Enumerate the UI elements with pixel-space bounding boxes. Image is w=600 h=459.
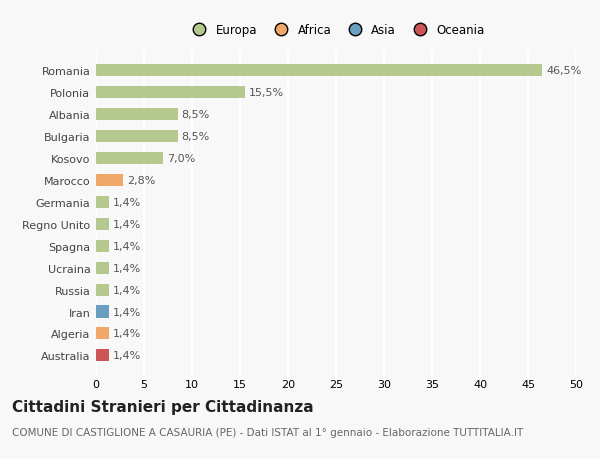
Text: 1,4%: 1,4% xyxy=(113,263,142,273)
Text: 15,5%: 15,5% xyxy=(248,88,284,98)
Bar xyxy=(96,306,109,318)
Bar xyxy=(96,240,109,252)
Bar xyxy=(96,328,109,340)
Text: 8,5%: 8,5% xyxy=(181,110,209,120)
Bar xyxy=(96,218,109,230)
Bar xyxy=(96,262,109,274)
Text: 46,5%: 46,5% xyxy=(546,67,581,76)
Bar xyxy=(96,196,109,208)
Text: 1,4%: 1,4% xyxy=(113,241,142,251)
Text: 8,5%: 8,5% xyxy=(181,132,209,142)
Legend: Europa, Africa, Asia, Oceania: Europa, Africa, Asia, Oceania xyxy=(187,24,485,37)
Text: 1,4%: 1,4% xyxy=(113,285,142,295)
Bar xyxy=(96,350,109,362)
Bar xyxy=(96,174,123,187)
Text: Cittadini Stranieri per Cittadinanza: Cittadini Stranieri per Cittadinanza xyxy=(12,399,314,414)
Text: 1,4%: 1,4% xyxy=(113,329,142,339)
Text: 1,4%: 1,4% xyxy=(113,197,142,207)
Bar xyxy=(96,109,178,121)
Bar xyxy=(96,87,245,99)
Bar xyxy=(96,284,109,296)
Text: 2,8%: 2,8% xyxy=(127,176,155,185)
Text: 1,4%: 1,4% xyxy=(113,351,142,360)
Text: 7,0%: 7,0% xyxy=(167,154,195,164)
Text: COMUNE DI CASTIGLIONE A CASAURIA (PE) - Dati ISTAT al 1° gennaio - Elaborazione : COMUNE DI CASTIGLIONE A CASAURIA (PE) - … xyxy=(12,427,523,437)
Text: 1,4%: 1,4% xyxy=(113,307,142,317)
Bar xyxy=(96,131,178,143)
Bar xyxy=(96,65,542,77)
Bar xyxy=(96,153,163,165)
Text: 1,4%: 1,4% xyxy=(113,219,142,230)
